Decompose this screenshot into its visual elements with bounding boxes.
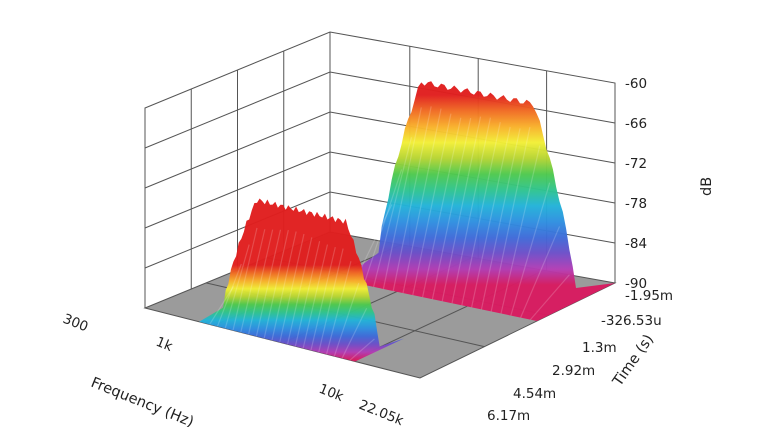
surface-secondary [199,198,405,362]
surface-streak [422,117,462,298]
surface-streak [510,182,551,316]
surface-streak [255,229,282,337]
surface-streak [248,229,274,335]
time-axis-ticks: -1.95m -326.53u 1.3m 2.92m 4.54m 6.17m [487,288,673,424]
surface-streak [209,286,235,325]
surface-streak [490,126,531,312]
surface-streak [224,244,250,329]
db-tick-label: -84 [625,236,647,252]
db-tick-label: -66 [625,116,647,132]
time-tick-label: 2.92m [552,363,595,379]
db-axis-ticks: -60 -66 -72 -78 -84 -90 [625,76,647,292]
surface-streak [349,338,375,361]
surfaces-layer [199,81,615,362]
db-tick-label: -72 [625,156,647,172]
surface-streak [412,113,452,296]
surface-streak [279,233,305,343]
surface-streak [529,274,570,321]
time-tick-label: 4.54m [513,386,556,402]
surface-streak [271,231,297,341]
surface-streak [263,230,289,339]
surface-streak [333,282,360,357]
surface-streak [363,169,403,286]
time-tick-label: -1.95m [625,288,673,304]
surface-streak [520,226,561,318]
surface-streak [392,106,432,292]
time-axis-label: Time (s) [610,332,658,390]
time-tick-label: 6.17m [487,408,530,424]
db-tick-label: -78 [625,196,647,212]
surface-streak [294,240,321,347]
db-axis-label: dB [699,177,715,196]
time-tick-label: -326.53u [601,313,662,329]
surface-streak [325,261,352,355]
frequency-tick-label: 1k [154,334,175,355]
frequency-tick-label: 10k [317,381,346,405]
surface-streak [382,107,422,290]
surface-streak [480,128,521,310]
surface-streak [471,126,511,308]
frequency-axis-label: Frequency (Hz) [89,375,196,427]
surface-streak [286,237,313,345]
surface-streak [402,108,442,294]
surface-streak [216,263,242,327]
surface-streak [232,227,258,331]
surface-streak [302,244,329,349]
wall-gridline-z [144,71,616,149]
surface-streak [500,145,541,314]
time-tick-label: 1.3m [582,340,617,356]
surface-streak [451,117,492,304]
surface-streak [373,137,413,288]
surface-main [340,81,615,321]
surface-streak [310,246,336,351]
surface-streak [441,116,482,302]
surface-streak [240,229,266,333]
surface-streak [318,248,344,353]
frequency-tick-label: 22.05k [357,397,406,427]
surface-streak [461,122,501,306]
surface-streak [431,117,472,300]
frequency-tick-label: 300 [61,311,91,335]
db-tick-label: -90 [625,276,647,292]
db-tick-label: -60 [625,76,647,92]
surface-streak [341,307,368,359]
